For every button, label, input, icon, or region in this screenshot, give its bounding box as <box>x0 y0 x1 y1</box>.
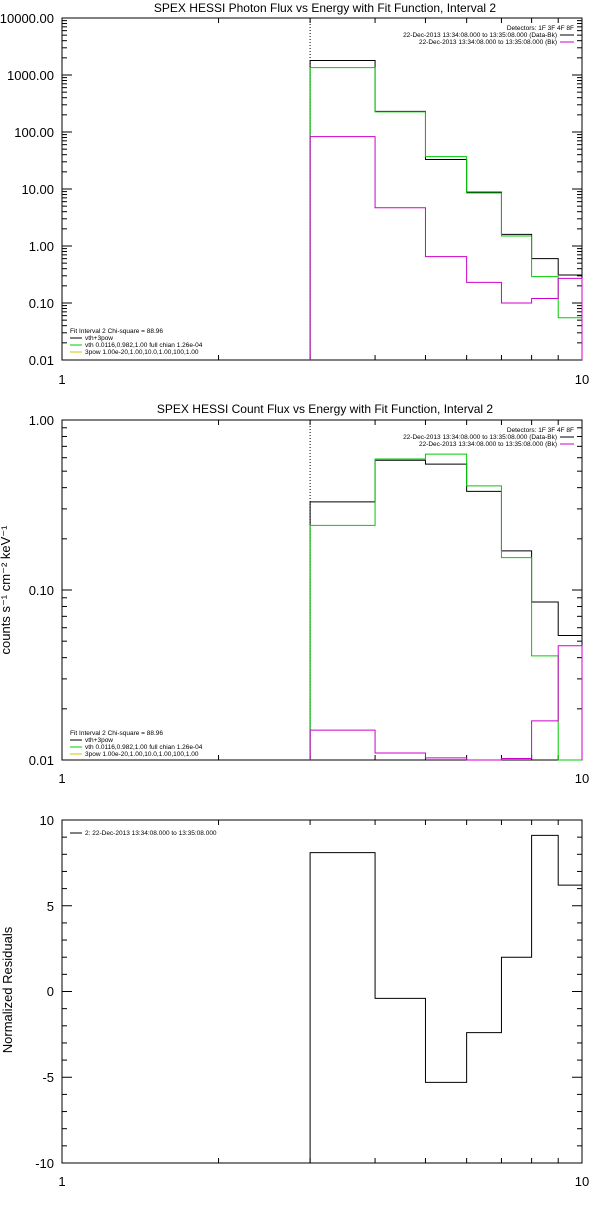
legend-header: Fit Interval 2 Chi-square = 88.96 <box>70 328 163 335</box>
y-axis-label: Normalized Residuals <box>0 926 15 1053</box>
series-step-line <box>309 834 583 1163</box>
residuals-panel: Normalized Residuals 1 10 10 5 0 -5 -10 … <box>0 813 589 1189</box>
series-step-line <box>309 136 583 360</box>
y-tick-label: -5 <box>42 1070 54 1085</box>
x-tick-label: 10 <box>575 771 589 786</box>
series-step-line <box>309 645 583 761</box>
legend-header: Detectors: 1F 3F 4F 8F <box>507 25 574 32</box>
count-flux-panel: SPEX HESSI Count Flux vs Energy with Fit… <box>0 402 589 786</box>
y-tick-label: 10 <box>40 813 54 828</box>
legend-right: Detectors: 1F 3F 4F 8F 22-Dec-2013 13:34… <box>403 427 574 448</box>
series-step-line <box>309 67 583 360</box>
x-tick-label: 1 <box>58 771 65 786</box>
legend-left: 2: 22-Dec-2013 13:34:08.000 to 13:35:08.… <box>70 830 217 837</box>
y-tick-label: 1.00 <box>29 239 54 254</box>
legend-header: Fit Interval 2 Chi-square = 88.96 <box>70 730 163 737</box>
y-tick-label: 10000.00 <box>0 11 54 26</box>
series-step-line <box>309 459 583 760</box>
y-tick-label: 0 <box>47 984 54 999</box>
photon-flux-panel: SPEX HESSI Photon Flux vs Energy with Fi… <box>0 1 589 387</box>
legend-right: Detectors: 1F 3F 4F 8F 22-Dec-2013 13:34… <box>403 25 574 46</box>
legend-entry-label: vth+3pow <box>85 335 113 342</box>
y-tick-label: 1000.00 <box>7 68 54 83</box>
chart-title: SPEX HESSI Photon Flux vs Energy with Fi… <box>154 1 496 15</box>
plot-frame <box>61 17 583 361</box>
y-tick-label: 0.10 <box>29 583 54 598</box>
y-tick-label: 0.10 <box>29 296 54 311</box>
legend-entry-label: 22-Dec-2013 13:34:08.000 to 13:35:08.000… <box>403 32 557 39</box>
legend-entry-label: vth 0.0116,0.982,1.00 full chian 1.26e-0… <box>85 744 203 751</box>
y-axis-label: counts s⁻¹ cm⁻² keV⁻¹ <box>0 525 13 655</box>
legend-entry-label: 22-Dec-2013 13:34:08.000 to 13:35:08.000… <box>403 434 557 441</box>
y-tick-label: 1.00 <box>29 413 54 428</box>
x-tick-label: 1 <box>58 1174 65 1189</box>
y-tick-label: 5 <box>47 899 54 914</box>
x-tick-label: 1 <box>58 372 65 387</box>
legend-entry-label: 3pow 1.00e-20,1.00,10.0,1.00,100,1.00 <box>85 751 199 758</box>
legend-header: Detectors: 1F 3F 4F 8F <box>507 427 574 434</box>
legend-entry-label: 22-Dec-2013 13:34:08.000 to 13:35:08.000… <box>419 39 557 46</box>
chart-title: SPEX HESSI Count Flux vs Energy with Fit… <box>157 402 493 416</box>
x-tick-label: 10 <box>575 372 589 387</box>
legend-entry-label: 22-Dec-2013 13:34:08.000 to 13:35:08.000… <box>419 441 557 448</box>
legend-entry-label: 3pow 1.00e-20,1.00,10.0,1.00,100,1.00 <box>85 349 199 356</box>
series-step-line <box>309 59 583 360</box>
plot-frame <box>61 819 583 1164</box>
legend-entry-label: vth+3pow <box>85 737 113 744</box>
series-step-line <box>309 453 582 761</box>
plot-frame <box>61 419 583 761</box>
legend-left: Fit Interval 2 Chi-square = 88.96 vth+3p… <box>70 730 203 758</box>
legend-left: Fit Interval 2 Chi-square = 88.96 vth+3p… <box>70 328 203 356</box>
y-tick-label: 0.01 <box>29 353 54 368</box>
x-tick-label: 10 <box>575 1174 589 1189</box>
legend-entry-label: 2: 22-Dec-2013 13:34:08.000 to 13:35:08.… <box>85 830 217 837</box>
y-tick-label: 10.00 <box>21 182 54 197</box>
legend-entry-label: vth 0.0116,0.982,1.00 full chian 1.26e-0… <box>85 342 203 349</box>
y-tick-label: -10 <box>35 1156 54 1171</box>
y-tick-label: 100.00 <box>14 125 54 140</box>
y-tick-label: 0.01 <box>29 753 54 768</box>
